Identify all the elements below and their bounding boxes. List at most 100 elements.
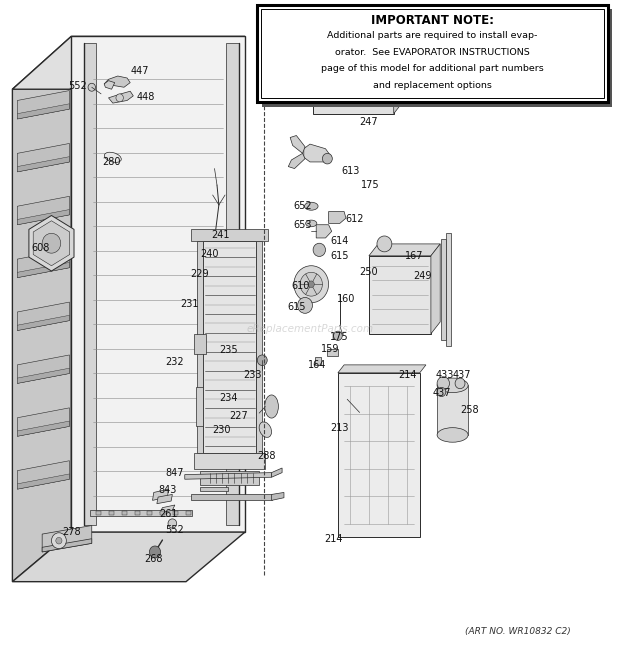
Text: 614: 614 <box>330 236 349 247</box>
Circle shape <box>455 378 465 389</box>
Polygon shape <box>272 492 284 500</box>
Text: page of this model for additional part numbers: page of this model for additional part n… <box>321 64 544 73</box>
Polygon shape <box>338 365 426 373</box>
Ellipse shape <box>265 395 278 418</box>
Bar <box>96 511 101 515</box>
Text: 433: 433 <box>436 370 454 381</box>
Polygon shape <box>304 144 332 162</box>
Ellipse shape <box>437 428 468 442</box>
Polygon shape <box>71 36 245 532</box>
Circle shape <box>437 387 446 397</box>
Polygon shape <box>316 225 332 238</box>
Text: 159: 159 <box>321 344 339 354</box>
Polygon shape <box>42 539 92 552</box>
Polygon shape <box>431 244 440 334</box>
Polygon shape <box>17 302 69 330</box>
Polygon shape <box>17 104 69 119</box>
Circle shape <box>56 537 62 544</box>
Text: IMPORTANT NOTE:: IMPORTANT NOTE: <box>371 14 494 27</box>
Text: 552: 552 <box>166 525 184 535</box>
Polygon shape <box>313 43 400 51</box>
Text: 240: 240 <box>200 249 219 260</box>
Text: orator.  See EVAPORATOR INSTRUCTIONS: orator. See EVAPORATOR INSTRUCTIONS <box>335 48 530 57</box>
Polygon shape <box>315 357 321 365</box>
Polygon shape <box>329 212 346 223</box>
Circle shape <box>322 153 332 164</box>
Polygon shape <box>17 196 69 225</box>
Polygon shape <box>17 355 69 383</box>
Text: 608: 608 <box>31 243 50 253</box>
Text: 843: 843 <box>158 485 177 496</box>
Circle shape <box>437 377 450 390</box>
Text: 448: 448 <box>136 92 155 102</box>
Polygon shape <box>33 221 69 266</box>
Bar <box>135 511 140 515</box>
Polygon shape <box>441 239 446 340</box>
Circle shape <box>294 266 329 303</box>
Text: 612: 612 <box>345 214 364 225</box>
Text: eReplacementParts.com: eReplacementParts.com <box>246 324 374 334</box>
Polygon shape <box>272 468 282 477</box>
Polygon shape <box>157 494 172 504</box>
Circle shape <box>313 243 326 256</box>
Polygon shape <box>226 43 239 525</box>
Circle shape <box>116 94 123 102</box>
Text: 278: 278 <box>62 527 81 537</box>
Text: 160: 160 <box>337 293 355 304</box>
Text: 234: 234 <box>219 393 237 403</box>
Polygon shape <box>200 471 259 485</box>
Polygon shape <box>17 262 69 278</box>
Polygon shape <box>191 229 268 241</box>
Bar <box>173 511 178 515</box>
Text: 447: 447 <box>130 66 149 77</box>
Polygon shape <box>17 249 69 278</box>
Polygon shape <box>17 157 69 172</box>
Text: 167: 167 <box>405 251 423 262</box>
Text: 613: 613 <box>341 165 360 176</box>
Polygon shape <box>29 215 74 271</box>
FancyBboxPatch shape <box>257 5 608 102</box>
Polygon shape <box>203 241 256 453</box>
Text: 552: 552 <box>68 81 87 91</box>
Text: 249: 249 <box>414 271 432 282</box>
Text: 247: 247 <box>360 117 378 128</box>
Ellipse shape <box>259 422 272 438</box>
Bar <box>161 511 166 515</box>
Text: (ART NO. WR10832 C2): (ART NO. WR10832 C2) <box>464 627 570 636</box>
Circle shape <box>149 546 161 558</box>
Polygon shape <box>200 487 228 491</box>
Circle shape <box>377 236 392 252</box>
Text: 653: 653 <box>293 219 312 230</box>
Text: 175: 175 <box>330 332 349 342</box>
Polygon shape <box>84 43 96 525</box>
Circle shape <box>88 83 95 91</box>
Polygon shape <box>104 76 130 87</box>
Text: and replacement options: and replacement options <box>373 81 492 90</box>
Ellipse shape <box>304 202 318 210</box>
Text: 610: 610 <box>291 280 310 291</box>
Text: 214: 214 <box>324 533 343 544</box>
Polygon shape <box>194 453 265 469</box>
Polygon shape <box>17 91 69 119</box>
Ellipse shape <box>437 378 468 393</box>
Polygon shape <box>327 349 338 356</box>
Text: 214: 214 <box>399 370 417 381</box>
Text: 437: 437 <box>453 370 471 381</box>
Circle shape <box>334 331 342 340</box>
Polygon shape <box>191 494 272 500</box>
Polygon shape <box>108 91 133 103</box>
Polygon shape <box>12 36 71 582</box>
Circle shape <box>336 54 383 104</box>
Polygon shape <box>196 387 203 426</box>
Polygon shape <box>446 233 451 346</box>
Polygon shape <box>42 525 92 552</box>
Polygon shape <box>394 43 400 114</box>
Polygon shape <box>256 241 262 453</box>
Polygon shape <box>153 489 169 500</box>
Polygon shape <box>104 81 115 89</box>
Polygon shape <box>17 315 69 330</box>
Text: 847: 847 <box>166 467 184 478</box>
Bar <box>148 511 153 515</box>
Text: 258: 258 <box>461 405 479 415</box>
Text: 227: 227 <box>229 411 248 422</box>
